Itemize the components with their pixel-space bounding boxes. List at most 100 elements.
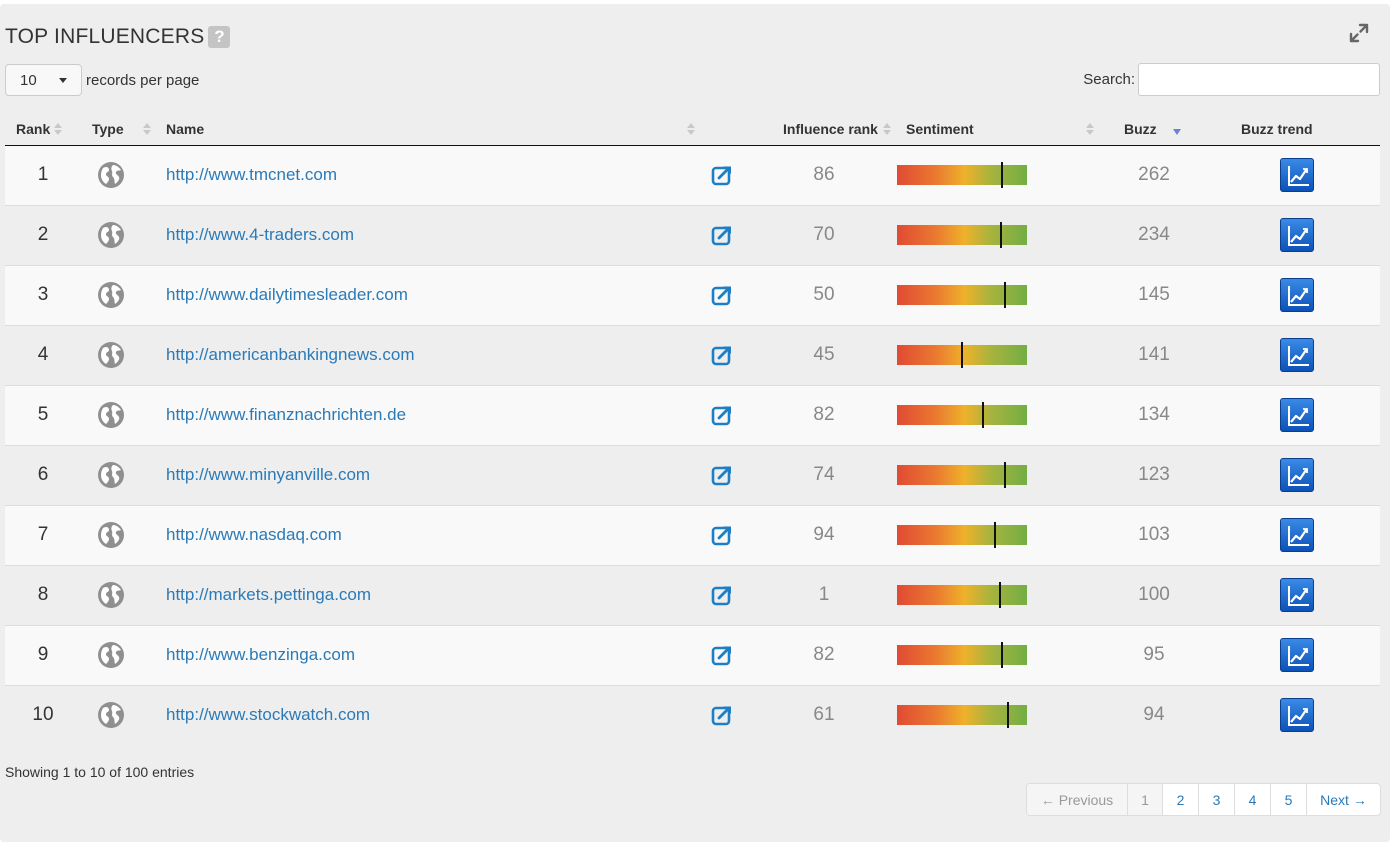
page-length-select[interactable]: 10 bbox=[5, 64, 82, 96]
buzz-trend-button[interactable] bbox=[1280, 398, 1314, 432]
column-header-buzz[interactable]: Buzz bbox=[1094, 114, 1214, 146]
sentiment-bar bbox=[897, 282, 1027, 308]
external-link-icon[interactable] bbox=[711, 524, 733, 546]
sort-icon bbox=[54, 123, 62, 137]
pagination-page-4[interactable]: 4 bbox=[1234, 784, 1270, 815]
external-link-icon[interactable] bbox=[711, 404, 733, 426]
sentiment-marker bbox=[981, 402, 984, 428]
external-link-icon[interactable] bbox=[711, 164, 733, 186]
buzz-trend-button[interactable] bbox=[1280, 638, 1314, 672]
page-length-control: 10 records per page bbox=[5, 64, 199, 96]
type-cell bbox=[81, 204, 166, 265]
influencer-link[interactable]: http://www.4-traders.com bbox=[166, 225, 355, 244]
external-link-icon[interactable] bbox=[711, 224, 733, 246]
external-link-icon[interactable] bbox=[711, 464, 733, 486]
search-input[interactable] bbox=[1138, 63, 1380, 96]
influencer-link[interactable]: http://americanbankingnews.com bbox=[166, 345, 415, 364]
link-cell bbox=[697, 504, 761, 565]
influencer-link[interactable]: http://markets.pettinga.com bbox=[166, 585, 372, 604]
link-cell bbox=[697, 624, 761, 685]
top-influencers-panel: TOP INFLUENCERS ? 10 records per page Se… bbox=[0, 4, 1390, 842]
buzz-trend-button[interactable] bbox=[1280, 698, 1314, 733]
rank-cell: 5 bbox=[5, 384, 81, 445]
expand-icon[interactable] bbox=[1348, 22, 1370, 44]
pagination-previous[interactable]: ← Previous bbox=[1027, 784, 1127, 815]
external-link-icon[interactable] bbox=[711, 704, 733, 726]
link-cell bbox=[697, 264, 761, 325]
influencer-link[interactable]: http://www.finanznachrichten.de bbox=[166, 405, 407, 424]
pagination: ← Previous 1 2 3 4 5 Next → bbox=[1026, 783, 1381, 816]
type-cell bbox=[81, 504, 166, 565]
influencer-link[interactable]: http://www.benzinga.com bbox=[166, 645, 355, 664]
panel-title: TOP INFLUENCERS bbox=[5, 25, 205, 48]
rank-cell: 2 bbox=[5, 204, 81, 265]
link-cell bbox=[697, 145, 761, 205]
influence-rank-cell: 1 bbox=[761, 564, 887, 625]
sentiment-bar bbox=[897, 702, 1027, 729]
trend-chart-icon bbox=[1288, 646, 1309, 666]
buzz-trend-button[interactable] bbox=[1280, 578, 1314, 612]
sentiment-bar bbox=[897, 222, 1027, 248]
table-row: 8 http://markets.pettinga.com 1 100 bbox=[5, 564, 1380, 625]
buzz-trend-button[interactable] bbox=[1280, 458, 1314, 492]
sort-desc-icon bbox=[1173, 129, 1181, 135]
column-header-sentiment[interactable]: Sentiment bbox=[887, 114, 1094, 146]
sentiment-bar bbox=[897, 402, 1027, 428]
trend-chart-icon bbox=[1288, 286, 1309, 306]
influencer-link[interactable]: http://www.minyanville.com bbox=[166, 465, 371, 484]
type-cell bbox=[81, 145, 166, 205]
column-header-name-label: Name bbox=[166, 121, 205, 138]
column-header-name[interactable]: Name bbox=[166, 114, 697, 146]
column-header-sentiment-label: Sentiment bbox=[906, 121, 974, 138]
column-header-influence-rank[interactable]: Influence rank bbox=[761, 114, 891, 146]
sentiment-cell bbox=[887, 204, 1094, 265]
buzz-trend-button[interactable] bbox=[1280, 158, 1314, 192]
external-link-icon[interactable] bbox=[711, 284, 733, 306]
type-cell bbox=[81, 264, 166, 325]
column-header-type[interactable]: Type bbox=[81, 114, 166, 146]
pagination-page-2[interactable]: 2 bbox=[1162, 784, 1198, 815]
globe-icon bbox=[98, 162, 124, 188]
pagination-page-1[interactable]: 1 bbox=[1127, 784, 1162, 815]
buzz-trend-button[interactable] bbox=[1280, 518, 1314, 552]
table-row: 5 http://www.finanznachrichten.de 82 134 bbox=[5, 384, 1380, 445]
buzz-trend-button[interactable] bbox=[1280, 338, 1314, 372]
name-cell: http://www.nasdaq.com bbox=[166, 504, 697, 565]
influencer-link[interactable]: http://www.tmcnet.com bbox=[166, 165, 337, 184]
globe-icon bbox=[98, 582, 124, 608]
external-link-icon[interactable] bbox=[711, 344, 733, 366]
trend-chart-icon bbox=[1288, 706, 1309, 727]
buzz-trend-cell bbox=[1214, 444, 1380, 505]
buzz-trend-button[interactable] bbox=[1280, 218, 1314, 252]
trend-chart-icon bbox=[1288, 586, 1309, 606]
table-row: 4 http://americanbankingnews.com 45 141 bbox=[5, 324, 1380, 385]
name-cell: http://www.stockwatch.com bbox=[166, 684, 697, 745]
trend-chart-icon bbox=[1288, 526, 1309, 546]
external-link-icon[interactable] bbox=[711, 584, 733, 606]
table-info: Showing 1 to 10 of 100 entries bbox=[5, 764, 195, 780]
buzz-cell: 100 bbox=[1094, 564, 1214, 625]
buzz-trend-button[interactable] bbox=[1280, 278, 1314, 312]
pagination-page-3[interactable]: 3 bbox=[1198, 784, 1234, 815]
name-cell: http://www.dailytimesleader.com bbox=[166, 264, 697, 325]
table-row: 6 http://www.minyanville.com 74 123 bbox=[5, 444, 1380, 505]
pagination-page-5[interactable]: 5 bbox=[1270, 784, 1306, 815]
sentiment-marker bbox=[1001, 642, 1004, 668]
rank-cell: 7 bbox=[5, 504, 81, 565]
globe-icon bbox=[98, 702, 124, 729]
buzz-cell: 134 bbox=[1094, 384, 1214, 445]
name-cell: http://markets.pettinga.com bbox=[166, 564, 697, 625]
influencer-link[interactable]: http://www.stockwatch.com bbox=[166, 705, 371, 725]
influencer-link[interactable]: http://www.nasdaq.com bbox=[166, 525, 342, 544]
name-cell: http://www.benzinga.com bbox=[166, 624, 697, 685]
influencer-link[interactable]: http://www.dailytimesleader.com bbox=[166, 285, 408, 304]
pagination-next[interactable]: Next → bbox=[1306, 784, 1380, 815]
external-link-icon[interactable] bbox=[711, 644, 733, 666]
buzz-trend-cell bbox=[1214, 684, 1380, 745]
type-cell bbox=[81, 324, 166, 385]
name-cell: http://www.tmcnet.com bbox=[166, 145, 697, 205]
link-cell bbox=[697, 384, 761, 445]
column-header-rank[interactable]: Rank bbox=[5, 114, 81, 146]
sentiment-marker bbox=[961, 342, 963, 368]
help-icon[interactable]: ? bbox=[208, 26, 231, 48]
